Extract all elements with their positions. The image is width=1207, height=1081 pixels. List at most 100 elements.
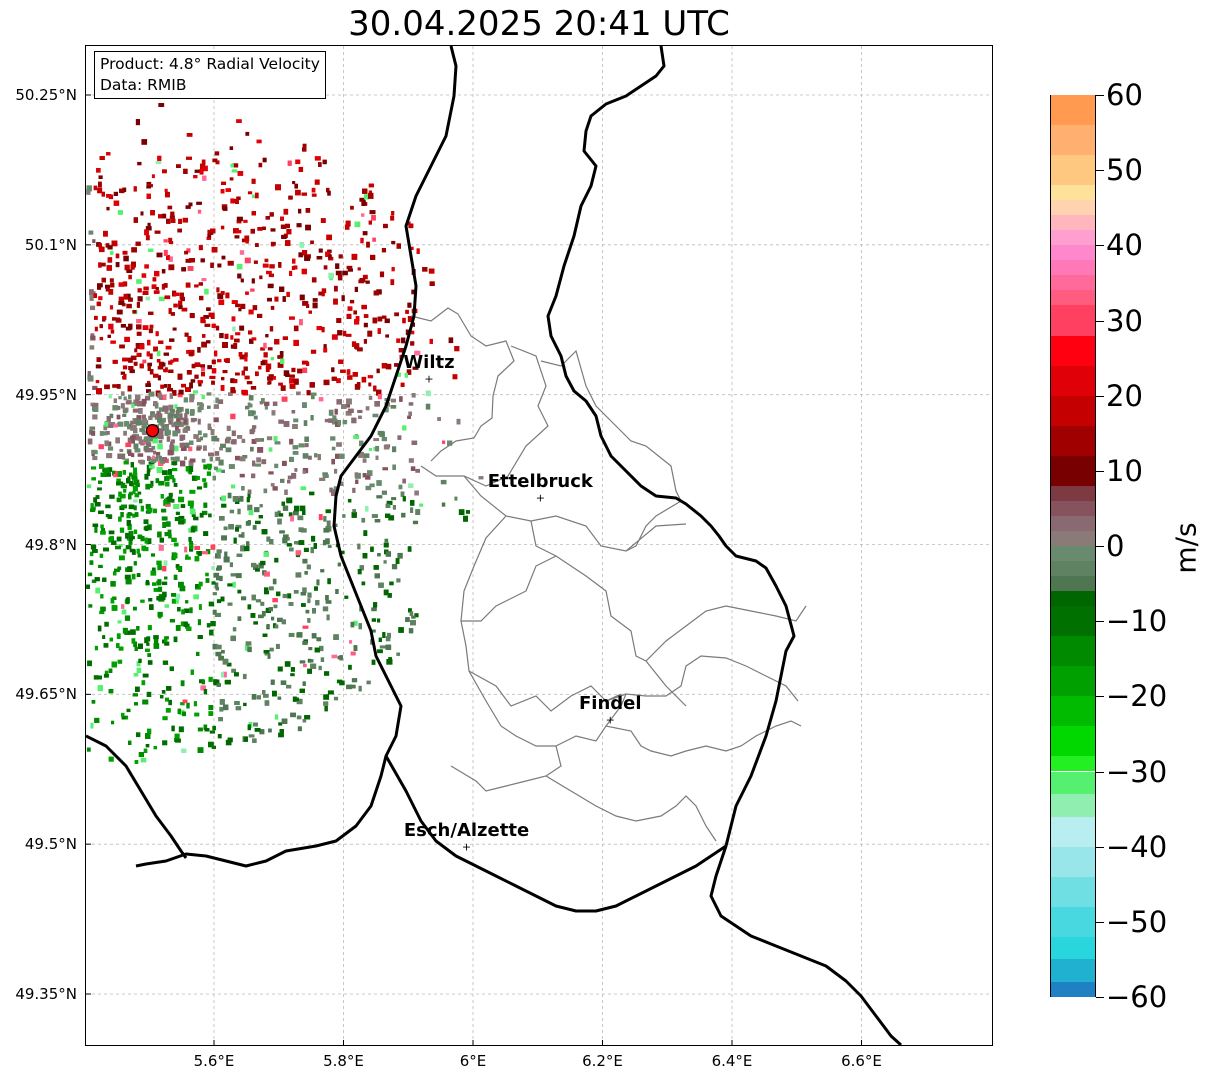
echo-pixel bbox=[181, 383, 186, 388]
colorbar-segment bbox=[1051, 576, 1095, 592]
echo-pixel bbox=[382, 632, 386, 638]
echo-pixel bbox=[236, 119, 242, 123]
echo-pixel bbox=[293, 378, 299, 383]
echo-pixel bbox=[363, 530, 368, 536]
echo-pixel bbox=[303, 663, 307, 668]
echo-pixel bbox=[251, 694, 257, 700]
echo-pixel bbox=[186, 370, 192, 375]
echo-pixel bbox=[171, 439, 175, 444]
echo-pixel bbox=[104, 670, 109, 677]
colorbar-segment bbox=[1051, 155, 1095, 186]
echo-pixel bbox=[189, 543, 194, 549]
echo-pixel bbox=[247, 724, 251, 731]
echo-pixel bbox=[169, 215, 175, 219]
echo-pixel bbox=[298, 166, 304, 172]
echo-pixel bbox=[440, 479, 447, 485]
echo-pixel bbox=[238, 534, 244, 538]
echo-pixel bbox=[96, 388, 102, 395]
echo-pixel bbox=[368, 395, 373, 400]
echo-pixel bbox=[346, 402, 350, 408]
echo-pixel bbox=[189, 607, 193, 614]
echo-pixel bbox=[117, 471, 122, 477]
echo-pixel bbox=[410, 507, 414, 513]
echo-pixel bbox=[109, 413, 114, 419]
echo-pixel bbox=[89, 429, 93, 435]
echo-pixel bbox=[160, 460, 165, 464]
echo-pixel bbox=[186, 626, 192, 631]
echo-pixel bbox=[140, 440, 147, 445]
echo-pixel bbox=[323, 379, 330, 386]
echo-pixel bbox=[112, 317, 117, 321]
echo-pixel bbox=[264, 700, 270, 706]
echo-pixel bbox=[293, 418, 299, 423]
city-name: Wiltz bbox=[403, 351, 455, 373]
echo-pixel bbox=[179, 436, 184, 441]
echo-pixel bbox=[180, 680, 185, 687]
echo-pixel bbox=[153, 638, 159, 645]
echo-pixel bbox=[357, 569, 362, 575]
echo-pixel bbox=[107, 446, 114, 451]
echo-pixel bbox=[133, 472, 138, 476]
echo-pixel bbox=[147, 468, 151, 473]
echo-pixel bbox=[164, 476, 170, 482]
echo-pixel bbox=[144, 537, 148, 544]
echo-pixel bbox=[396, 578, 401, 583]
echo-pixel bbox=[379, 645, 386, 649]
echo-pixel bbox=[110, 581, 116, 587]
echo-pixel bbox=[187, 266, 194, 271]
echo-pixel bbox=[194, 374, 199, 379]
echo-pixel bbox=[89, 560, 94, 565]
echo-pixel bbox=[146, 691, 152, 697]
echo-pixel bbox=[314, 179, 320, 185]
lat-tick-label: 49.5°N bbox=[24, 835, 77, 854]
echo-pixel bbox=[196, 651, 200, 656]
echo-pixel bbox=[146, 389, 151, 393]
echo-pixel bbox=[308, 659, 314, 663]
echo-pixel bbox=[127, 476, 131, 481]
echo-pixel bbox=[123, 409, 128, 414]
echo-pixel bbox=[110, 340, 116, 344]
echo-pixel bbox=[197, 406, 202, 413]
echo-pixel bbox=[131, 474, 138, 480]
echo-pixel bbox=[214, 350, 218, 357]
echo-pixel bbox=[410, 246, 414, 250]
echo-pixel bbox=[362, 458, 367, 463]
radar-map[interactable] bbox=[85, 45, 993, 1046]
echo-pixel bbox=[207, 423, 212, 430]
echo-pixel bbox=[269, 647, 274, 652]
echo-pixel bbox=[108, 689, 114, 694]
echo-pixel bbox=[306, 304, 310, 308]
echo-pixel bbox=[247, 489, 252, 494]
echo-pixel bbox=[147, 435, 152, 440]
echo-pixel bbox=[163, 283, 168, 288]
echo-pixel bbox=[232, 581, 236, 588]
echo-pixel bbox=[132, 408, 139, 413]
echo-pixel bbox=[316, 256, 323, 260]
echo-pixel bbox=[373, 385, 377, 392]
echo-pixel bbox=[86, 484, 92, 489]
echo-pixel bbox=[172, 430, 178, 437]
echo-pixel bbox=[125, 401, 131, 405]
echo-pixel bbox=[185, 258, 192, 263]
echo-pixel bbox=[368, 382, 372, 387]
echo-pixel bbox=[133, 606, 137, 611]
echo-pixel bbox=[237, 171, 244, 176]
colorbar-tick-label: 0 bbox=[1106, 529, 1125, 563]
echo-pixel bbox=[274, 624, 279, 629]
echo-pixel bbox=[121, 504, 127, 509]
echo-pixel bbox=[126, 597, 130, 603]
echo-pixel bbox=[203, 482, 208, 488]
echo-pixel bbox=[353, 620, 358, 626]
echo-pixel bbox=[128, 323, 133, 330]
echo-pixel bbox=[274, 511, 279, 517]
echo-pixel bbox=[147, 660, 153, 665]
echo-pixel bbox=[291, 472, 297, 479]
echo-pixel bbox=[247, 604, 252, 610]
echo-pixel bbox=[99, 246, 105, 253]
echo-pixel bbox=[147, 653, 152, 657]
echo-pixel bbox=[225, 188, 231, 192]
echo-pixel bbox=[391, 267, 395, 272]
echo-pixel bbox=[407, 221, 411, 226]
echo-pixel bbox=[295, 189, 301, 196]
echo-pixel bbox=[251, 473, 256, 479]
